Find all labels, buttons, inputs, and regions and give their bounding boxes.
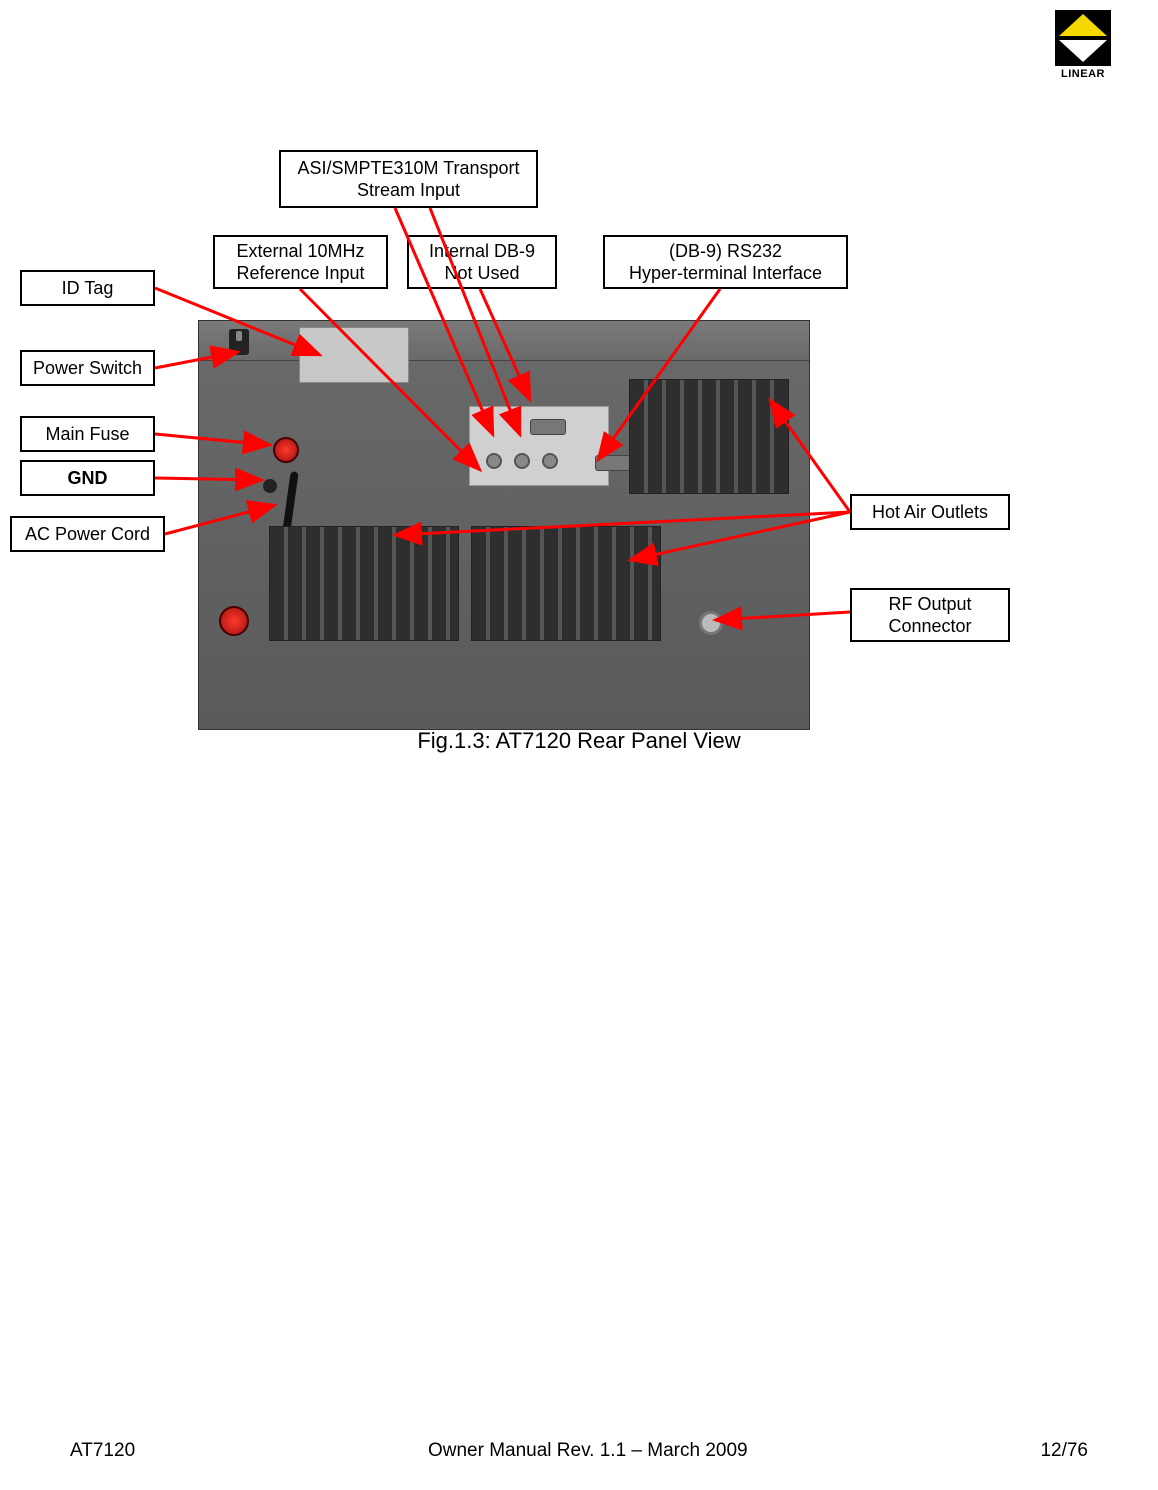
- footer-center: Owner Manual Rev. 1.1 – March 2009: [428, 1440, 748, 1462]
- heatsink-bottom-left: [269, 526, 459, 641]
- rf-connector-graphic: [699, 611, 723, 635]
- id-plate-graphic: [299, 327, 409, 383]
- callout-internal-db9: Internal DB-9 Not Used: [407, 235, 557, 289]
- connector-panel-graphic: [469, 406, 609, 486]
- callout-external-10mhz: External 10MHz Reference Input: [213, 235, 388, 289]
- callout-rf-output: RF Output Connector: [850, 588, 1010, 642]
- line-fuse-graphic: [219, 606, 249, 636]
- callout-id-tag: ID Tag: [20, 270, 155, 306]
- footer-right: 12/76: [1040, 1440, 1088, 1462]
- callout-asi: ASI/SMPTE310M Transport Stream Input: [279, 150, 538, 208]
- page-footer: AT7120 Owner Manual Rev. 1.1 – March 200…: [70, 1440, 1088, 1462]
- brand-logo: LINEAR: [1048, 10, 1118, 90]
- callout-main-fuse: Main Fuse: [20, 416, 155, 452]
- callout-hot-air-outlets: Hot Air Outlets: [850, 494, 1010, 530]
- figure-caption: Fig.1.3: AT7120 Rear Panel View: [0, 728, 1158, 754]
- callout-rs232: (DB-9) RS232 Hyper-terminal Interface: [603, 235, 848, 289]
- rs232-port-graphic: [595, 455, 631, 471]
- callout-gnd: GND: [20, 460, 155, 496]
- callout-power-switch: Power Switch: [20, 350, 155, 386]
- diagram-area: ASI/SMPTE310M Transport Stream Input Ext…: [0, 140, 1158, 760]
- footer-left: AT7120: [70, 1440, 135, 1462]
- power-switch-graphic: [229, 329, 249, 355]
- callout-ac-power-cord: AC Power Cord: [10, 516, 165, 552]
- brand-logo-text: LINEAR: [1048, 68, 1118, 80]
- heatsink-bottom-right: [471, 526, 661, 641]
- gnd-graphic: [263, 479, 277, 493]
- heatsink-top-right: [629, 379, 789, 494]
- main-fuse-graphic: [273, 437, 299, 463]
- device-rear-panel: [198, 320, 810, 730]
